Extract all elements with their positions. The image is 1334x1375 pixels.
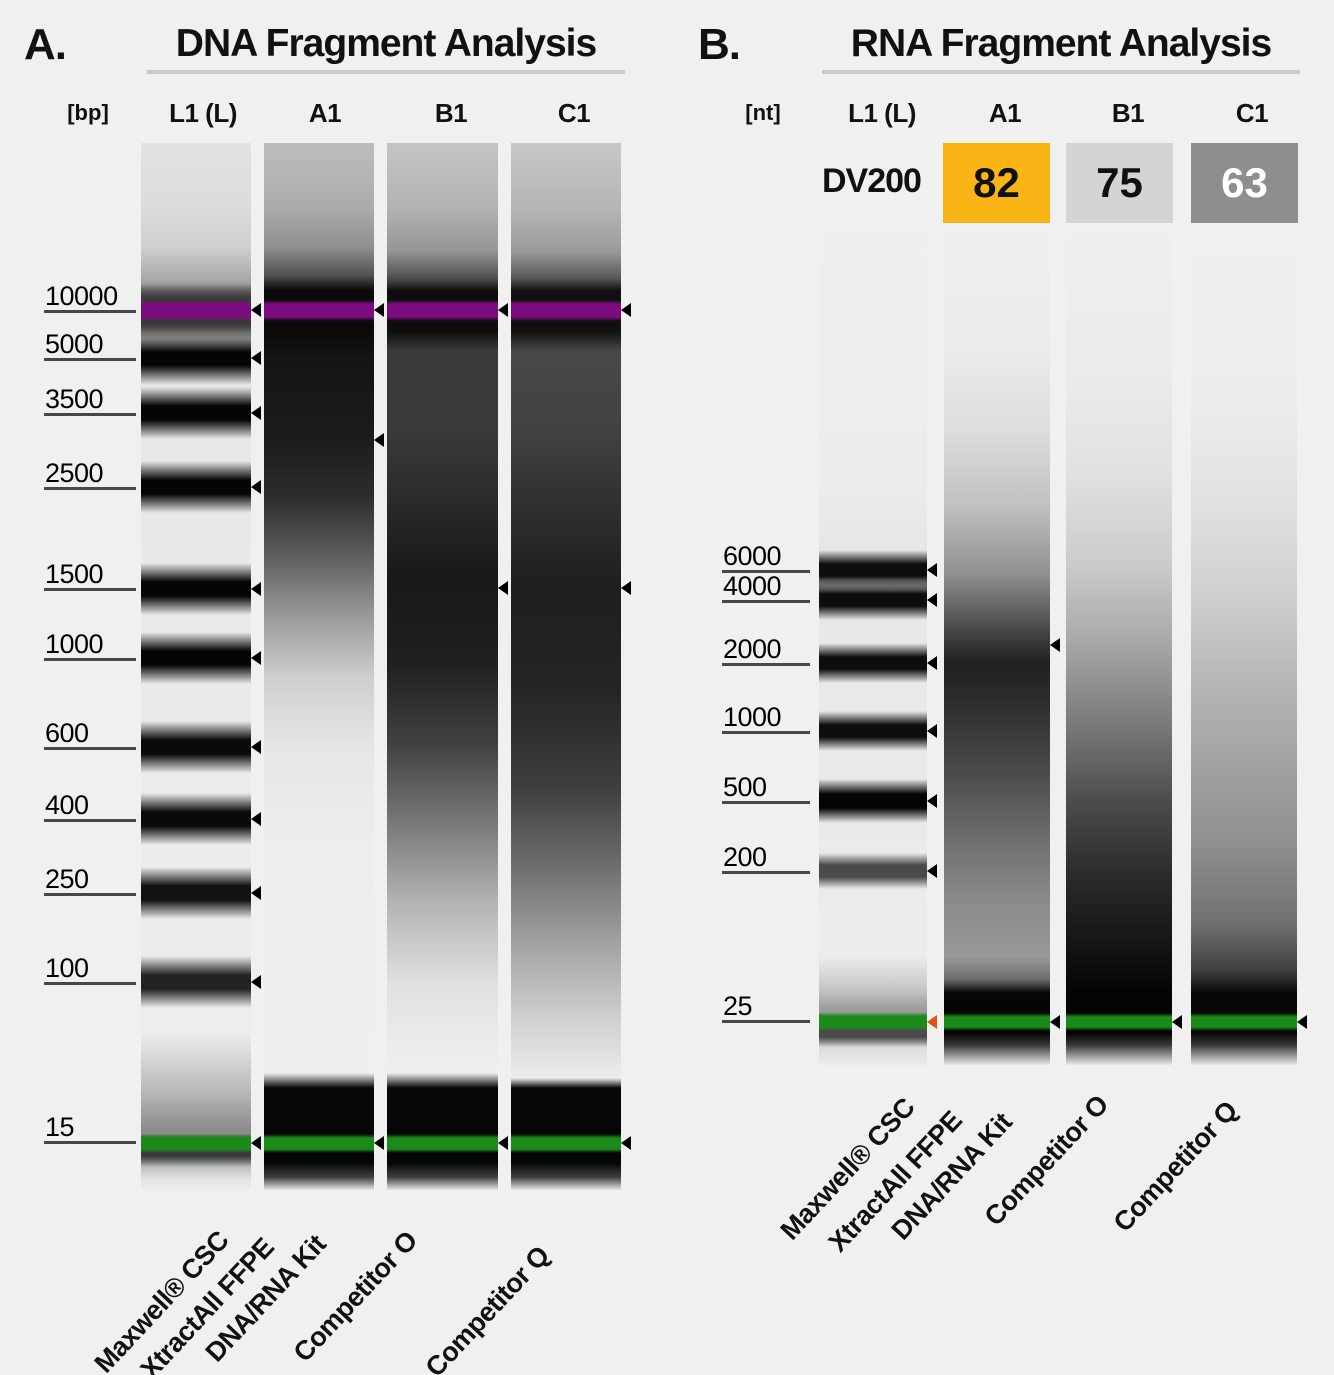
sample-name-label: Competitor Q — [419, 1240, 556, 1375]
band-marker-icon — [621, 581, 631, 595]
band-marker-icon — [1172, 1015, 1182, 1029]
panel-b-gel-lane-l1 — [819, 227, 927, 1065]
panel-a-gel-lane-c1 — [511, 143, 621, 1190]
band-marker-icon — [621, 303, 631, 317]
panel-b-unit-label: [nt] — [745, 100, 781, 125]
band-marker-icon — [251, 582, 261, 596]
band-marker-icon — [251, 406, 261, 420]
band-marker-icon — [374, 303, 384, 317]
panel-a-title: DNA Fragment Analysis — [175, 22, 597, 65]
ladder-size-value: 100 — [45, 953, 89, 983]
ladder-size-value: 1500 — [45, 559, 104, 589]
dv200-value-box: 63 — [1191, 143, 1298, 223]
band-marker-icon — [927, 724, 937, 738]
panel-b-title-divider — [822, 70, 1300, 74]
band-marker-icon — [1297, 1015, 1307, 1029]
ladder-size-value: 500 — [723, 772, 767, 802]
panel-a-column-header-a1: A1 — [308, 98, 342, 128]
panel-b-ladder-size-label: 1000 — [722, 698, 810, 734]
band-marker-icon — [927, 593, 937, 607]
panel-a-gel-lane-a1 — [264, 143, 374, 1190]
band-marker-icon — [251, 1136, 261, 1150]
ladder-size-value: 2000 — [723, 634, 782, 664]
panel-a-gel-lane-l1 — [141, 143, 251, 1190]
panel-b-title: RNA Fragment Analysis — [850, 22, 1272, 65]
band-marker-icon — [621, 1136, 631, 1150]
panel-a-ladder-size-label: 10000 — [44, 277, 136, 313]
panel-b-gel-lane-a1 — [944, 227, 1050, 1065]
panel-a-ladder-size-label: 100 — [44, 949, 136, 985]
panel-b-ladder-size-label: 25 — [722, 987, 810, 1023]
panel-b-column-header-a1: A1 — [988, 98, 1022, 128]
ladder-size-value: 10000 — [45, 281, 118, 311]
ladder-size-value: 25 — [723, 991, 753, 1021]
panel-a-ladder-size-label: 250 — [44, 860, 136, 896]
panel-a-column-header-c1: C1 — [557, 98, 591, 128]
band-marker-icon — [251, 480, 261, 494]
band-marker-icon — [927, 656, 937, 670]
ladder-size-value: 4000 — [723, 571, 782, 601]
ladder-size-value: 600 — [45, 718, 89, 748]
panel-a-gel-lane-b1 — [387, 143, 498, 1190]
band-marker-icon — [1050, 638, 1060, 652]
band-marker-icon — [1050, 1015, 1060, 1029]
band-marker-icon — [927, 563, 937, 577]
dv200-value-box: 82 — [943, 143, 1050, 223]
ladder-size-value: 250 — [45, 864, 89, 894]
band-marker-icon — [927, 1015, 937, 1029]
panel-b-column-header-l1-l-: L1 (L) — [848, 98, 916, 128]
band-marker-icon — [374, 433, 384, 447]
band-marker-icon — [251, 351, 261, 365]
band-marker-icon — [498, 1136, 508, 1150]
ladder-size-value: 400 — [45, 790, 89, 820]
panel-b-gel-lane-c1 — [1191, 227, 1297, 1065]
band-marker-icon — [251, 651, 261, 665]
panel-b-gel-lane-b1 — [1066, 227, 1172, 1065]
panel-b-ladder-size-label: 6000 — [722, 537, 810, 573]
ladder-size-value: 5000 — [45, 329, 104, 359]
panel-b-ladder-size-label: 2000 — [722, 630, 810, 666]
band-marker-icon — [251, 303, 261, 317]
ladder-size-value: 2500 — [45, 458, 104, 488]
panel-a-ladder-size-label: 5000 — [44, 325, 136, 361]
ladder-size-value: 15 — [45, 1112, 75, 1142]
panel-a-label: A. — [24, 20, 67, 69]
panel-a-column-header-b1: B1 — [434, 98, 468, 128]
band-marker-icon — [374, 1136, 384, 1150]
panel-a-ladder-size-label: 600 — [44, 714, 136, 750]
panel-a-ladder-size-label: 1500 — [44, 555, 136, 591]
panel-b-label: B. — [698, 20, 741, 69]
band-marker-icon — [251, 975, 261, 989]
panel-b-column-header-b1: B1 — [1111, 98, 1145, 128]
dv200-value-box: 75 — [1066, 143, 1173, 223]
panel-b-ladder-size-label: 200 — [722, 838, 810, 874]
panel-a-ladder-size-label: 2500 — [44, 454, 136, 490]
band-marker-icon — [251, 740, 261, 754]
panel-a-ladder-size-label: 1000 — [44, 625, 136, 661]
ladder-size-value: 3500 — [45, 384, 104, 414]
panel-b-column-header-c1: C1 — [1235, 98, 1269, 128]
band-marker-icon — [251, 812, 261, 826]
ladder-size-value: 1000 — [45, 629, 104, 659]
panel-a-ladder-size-label: 15 — [44, 1108, 136, 1144]
band-marker-icon — [927, 864, 937, 878]
panel-a-ladder-size-label: 400 — [44, 786, 136, 822]
panel-a-column-header-l1-l-: L1 (L) — [169, 98, 237, 128]
panel-a-ladder-size-label: 3500 — [44, 380, 136, 416]
band-marker-icon — [498, 581, 508, 595]
ladder-size-value: 200 — [723, 842, 767, 872]
band-marker-icon — [251, 886, 261, 900]
sample-name-label: Competitor Q — [1107, 1095, 1244, 1238]
band-marker-icon — [498, 303, 508, 317]
panel-b-ladder-size-label: 4000 — [722, 567, 810, 603]
ladder-size-value: 6000 — [723, 541, 782, 571]
panel-a-unit-label: [bp] — [67, 100, 109, 125]
band-marker-icon — [927, 794, 937, 808]
panel-b-ladder-size-label: 500 — [722, 768, 810, 804]
dv200-label: DV200 — [822, 162, 922, 200]
panel-a-title-divider — [147, 70, 625, 74]
ladder-size-value: 1000 — [723, 702, 782, 732]
